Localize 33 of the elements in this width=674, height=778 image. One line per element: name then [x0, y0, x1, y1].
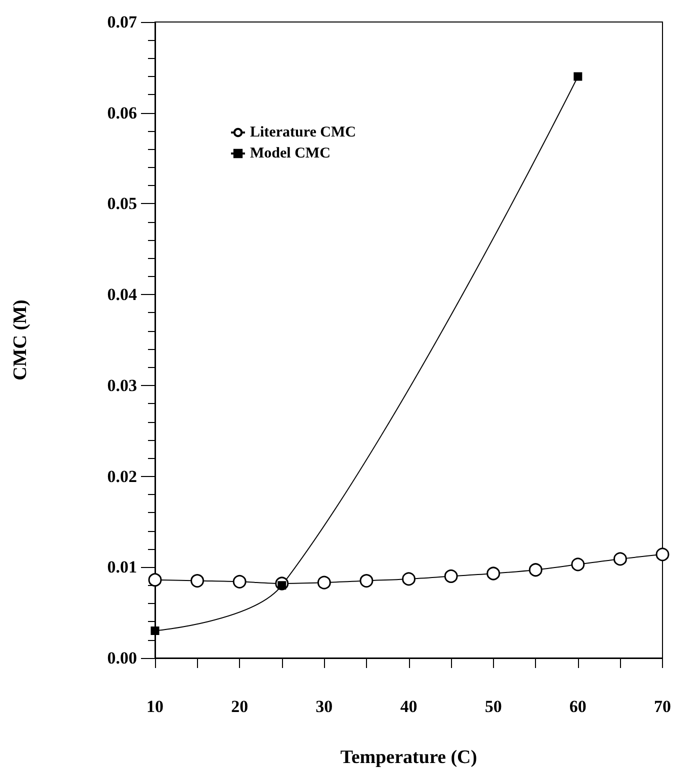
text: 0.00 [107, 648, 137, 668]
y-tick-label: 0.05 [107, 194, 137, 214]
x-tick-label: 20 [231, 697, 248, 716]
y-tick-label: 0.01 [107, 558, 137, 577]
y-tick-label: 0.04 [107, 285, 138, 304]
x-tick-label: 30 [316, 697, 333, 716]
point [613, 552, 627, 566]
x-tick-label: 40 [400, 697, 418, 716]
point [571, 558, 585, 572]
point [444, 569, 458, 583]
x-tick-label: 60 [569, 697, 586, 716]
y-tick-label: 0.06 [107, 103, 137, 122]
point [656, 548, 670, 562]
point [150, 626, 160, 635]
y-axis-title: CMC (M) [10, 300, 31, 380]
point [360, 574, 374, 588]
x-tick-label: 10 [146, 697, 164, 716]
point [486, 566, 500, 580]
point [232, 574, 246, 588]
point [148, 573, 162, 587]
x-tick-label: 50 [484, 697, 502, 716]
point [317, 576, 331, 590]
legend-label: Literature CMC [250, 124, 356, 140]
point [402, 572, 416, 586]
y-tick-label: 0.03 [107, 376, 137, 395]
y-tick-label: 0.07 [107, 12, 138, 32]
point [190, 574, 204, 588]
x-axis-title: Temperature (C) [340, 747, 478, 768]
x-tick-label: 70 [654, 697, 671, 716]
y-tick-label: 0.02 [107, 466, 137, 486]
legend-label: Model CMC [250, 146, 330, 162]
point [574, 72, 582, 81]
point [528, 563, 542, 577]
